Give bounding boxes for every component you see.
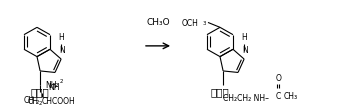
Text: 色氨酸: 色氨酸 <box>31 88 49 98</box>
Text: N: N <box>59 46 65 55</box>
Text: CH: CH <box>24 96 35 105</box>
Text: CH₃O: CH₃O <box>146 18 170 27</box>
Text: CH₂CH₂ NH–: CH₂CH₂ NH– <box>223 94 269 103</box>
Text: 2: 2 <box>39 101 42 106</box>
Text: 2: 2 <box>35 100 39 105</box>
Text: N: N <box>242 46 248 55</box>
Text: 3: 3 <box>202 21 206 26</box>
Text: C: C <box>275 92 281 101</box>
Text: 2: 2 <box>55 83 58 87</box>
Text: NH: NH <box>48 83 59 92</box>
Text: 2: 2 <box>60 79 64 84</box>
Text: CHCOOH: CHCOOH <box>42 97 76 106</box>
Text: H: H <box>58 33 64 42</box>
Text: NH: NH <box>45 81 57 91</box>
Text: CH₃: CH₃ <box>284 92 298 101</box>
Text: OCH: OCH <box>181 19 198 28</box>
Text: H: H <box>241 33 247 42</box>
Text: CH: CH <box>28 97 39 106</box>
Text: 褪黑素: 褪黑素 <box>211 88 230 98</box>
Text: O: O <box>275 74 281 83</box>
